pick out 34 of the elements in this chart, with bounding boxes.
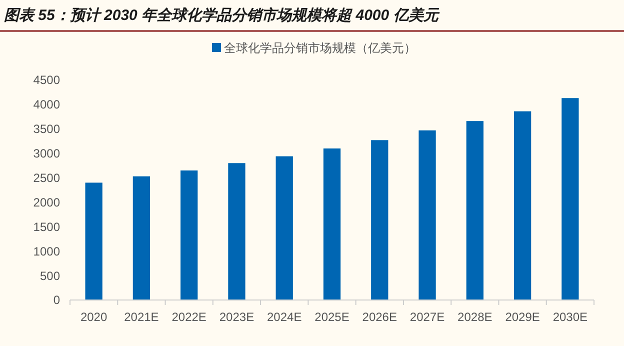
x-tick-label: 2025E — [314, 310, 350, 324]
bar — [132, 176, 150, 300]
x-tick-label: 2022E — [172, 310, 206, 324]
x-tick-label: 2023E — [219, 310, 254, 324]
bar — [323, 148, 341, 300]
bar — [418, 130, 436, 300]
x-tick-label: 2020 — [80, 310, 108, 324]
y-tick-label: 4500 — [33, 73, 60, 88]
bar — [514, 111, 532, 300]
bar — [562, 98, 579, 300]
y-tick-label: 4000 — [33, 98, 60, 112]
bar — [228, 163, 246, 300]
x-tick-label: 2026E — [362, 310, 397, 324]
chart-title: 图表 55：预计 2030 年全球化学品分销市场规模将超 4000 亿美元 — [4, 6, 440, 24]
legend-label: 全球化学品分销市场规模（亿美元） — [224, 41, 416, 55]
y-tick-label: 500 — [40, 268, 60, 283]
x-tick-label: 2021E — [124, 310, 159, 324]
y-tick-label: 3500 — [33, 122, 60, 136]
bar — [371, 140, 388, 300]
bar — [180, 170, 198, 300]
y-tick-label: 3000 — [33, 146, 60, 161]
bar — [276, 156, 293, 300]
y-tick-label: 1500 — [33, 220, 60, 234]
x-tick-label: 2028E — [458, 310, 492, 324]
y-tick-label: 1000 — [33, 244, 60, 258]
bar — [85, 182, 102, 300]
x-tick-label: 2027E — [410, 310, 445, 324]
x-tick-label: 2024E — [267, 310, 302, 324]
y-tick-label: 2000 — [33, 195, 60, 210]
x-tick-label: 2029E — [505, 310, 540, 324]
y-tick-label: 2500 — [33, 170, 60, 185]
x-tick-label: 2030E — [552, 310, 588, 324]
y-tick-label: 0 — [53, 293, 60, 308]
bar — [466, 121, 484, 300]
